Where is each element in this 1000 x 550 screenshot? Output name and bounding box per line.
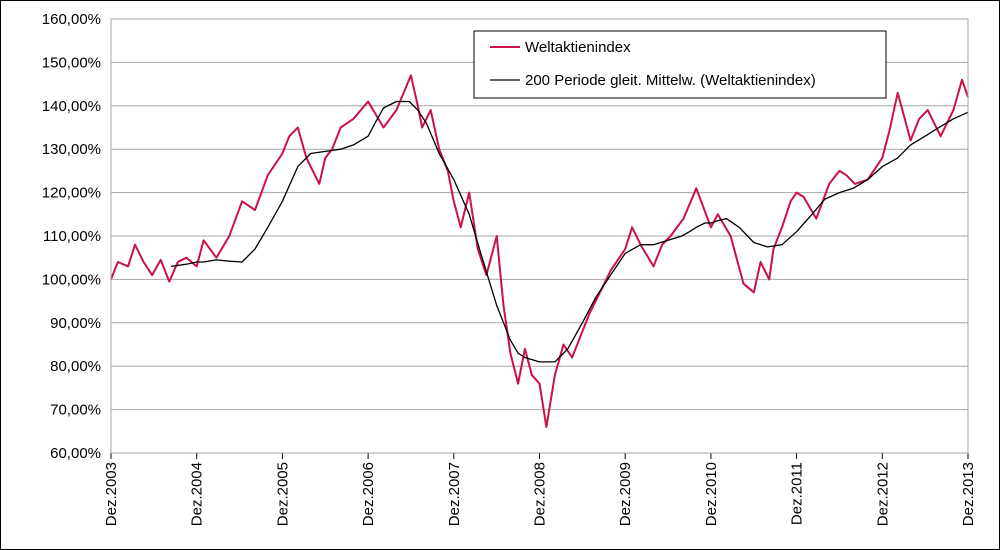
legend-box — [473, 30, 887, 99]
y-tick-label: 150,00% — [42, 54, 101, 71]
legend-label-moving-average: 200 Periode gleit. Mittelw. (Weltaktieni… — [525, 72, 816, 89]
x-tick-label: Dez.2012 — [874, 462, 891, 526]
y-tick-label: 80,00% — [50, 358, 101, 375]
x-tick-label: Dez.2011 — [789, 462, 806, 525]
x-tick-label: Dez.2007 — [446, 462, 463, 526]
plot-border — [110, 18, 969, 454]
x-tick-label: Dez.2008 — [532, 462, 549, 526]
y-tick-label: 110,00% — [43, 228, 101, 245]
y-tick-label: 90,00% — [50, 315, 101, 332]
x-tick-label: Dez.2005 — [274, 462, 291, 526]
y-tick-label: 140,00% — [42, 98, 101, 115]
x-tick-label: Dez.2004 — [189, 462, 206, 526]
y-tick-label: 160,00% — [42, 11, 101, 28]
y-tick-label: 120,00% — [42, 185, 101, 202]
legend: Weltaktienindex 200 Periode gleit. Mitte… — [473, 30, 887, 99]
x-tick-label: Dez.2010 — [703, 462, 720, 526]
y-tick-label: 60,00% — [50, 445, 101, 462]
x-tick-label: Dez.2003 — [103, 462, 120, 526]
x-axis-ticks — [110, 453, 969, 459]
legend-label-weltaktienindex: Weltaktienindex — [525, 39, 631, 56]
y-tick-label: 130,00% — [42, 141, 101, 158]
x-tick-label: Dez.2009 — [617, 462, 634, 526]
x-axis-tick-labels: Dez.2003 Dez.2004 Dez.2005 Dez.2006 Dez.2007… — [103, 462, 977, 526]
y-axis-tick-labels: 60,00% 70,00% 80,00% 90,00% 100,00% 110,00% 12… — [42, 11, 101, 462]
x-tick-label: Dez.2006 — [360, 462, 377, 526]
y-tick-label: 100,00% — [42, 271, 101, 288]
series-line-weltaktienindex — [110, 74, 969, 428]
y-tick-label: 70,00% — [50, 402, 101, 419]
x-tick-label: Dez.2013 — [960, 462, 977, 526]
series-line-moving-average — [170, 100, 969, 363]
